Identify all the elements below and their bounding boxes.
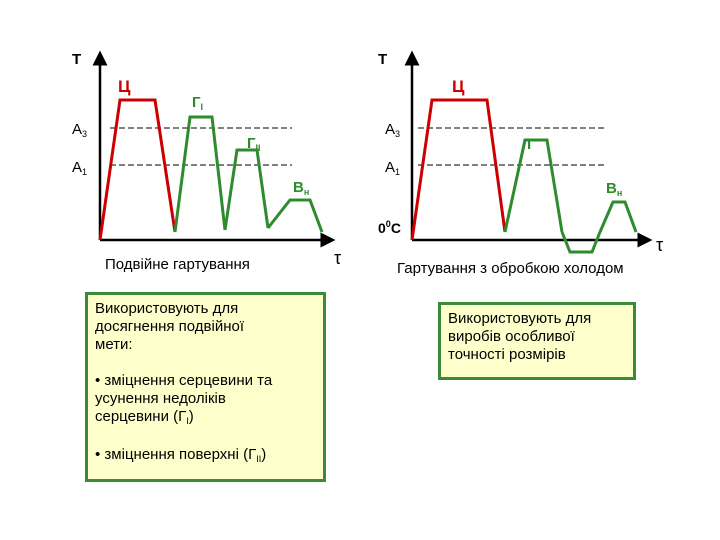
left-g2-label: ГII	[247, 135, 261, 153]
left-ts-label: Ц	[118, 77, 131, 96]
right-green-curve-1	[503, 138, 564, 233]
left-a3-label: A3	[72, 121, 88, 139]
right-ts-label: Ц	[452, 77, 465, 96]
left-note: Використовують для досягнення подвійної …	[85, 292, 326, 482]
right-t-label: T	[378, 51, 388, 68]
left-note-line: Використовують для	[95, 300, 239, 317]
left-v-label: Вн	[293, 179, 310, 197]
right-note-line: Використовують для	[448, 310, 592, 327]
right-v-label: Вн	[606, 180, 623, 198]
right-a3-label: A3	[385, 121, 401, 139]
right-note: Використовують для виробів особливої точ…	[438, 302, 636, 380]
left-caption: Подвійне гартування	[105, 256, 250, 273]
right-green-curve-2	[560, 231, 602, 254]
left-green-curve-3	[266, 198, 324, 233]
right-note-line: точності розмірів	[448, 346, 566, 363]
left-note-line: усунення недоліків	[95, 390, 226, 407]
left-red-curve	[98, 98, 177, 241]
left-a1-label: A1	[72, 159, 88, 177]
left-note-line: мети:	[95, 336, 133, 353]
left-note-bullet: • зміцнення серцевини та	[95, 372, 273, 389]
right-note-line: виробів особливої	[448, 328, 575, 345]
right-tau-label: τ	[656, 235, 664, 255]
left-note-bullet: • зміцнення поверхні (ГII)	[95, 446, 267, 464]
right-caption: Гартування з обробкою холодом	[397, 260, 624, 277]
left-t-label: T	[72, 51, 82, 68]
right-g-label: Г	[527, 136, 536, 153]
right-a1-label: A1	[385, 159, 401, 177]
left-green-curve-2	[223, 148, 270, 231]
left-g1-label: ГI	[192, 94, 204, 112]
right-red-curve	[410, 98, 507, 241]
left-note-line: досягнення подвійної	[95, 318, 245, 335]
right-green-curve-3	[598, 200, 638, 233]
left-green-curve-1	[173, 115, 227, 233]
left-note-line: серцевини (ГI)	[95, 408, 194, 426]
left-tau-label: τ	[334, 248, 342, 268]
right-zero-label: 00C	[378, 219, 401, 236]
